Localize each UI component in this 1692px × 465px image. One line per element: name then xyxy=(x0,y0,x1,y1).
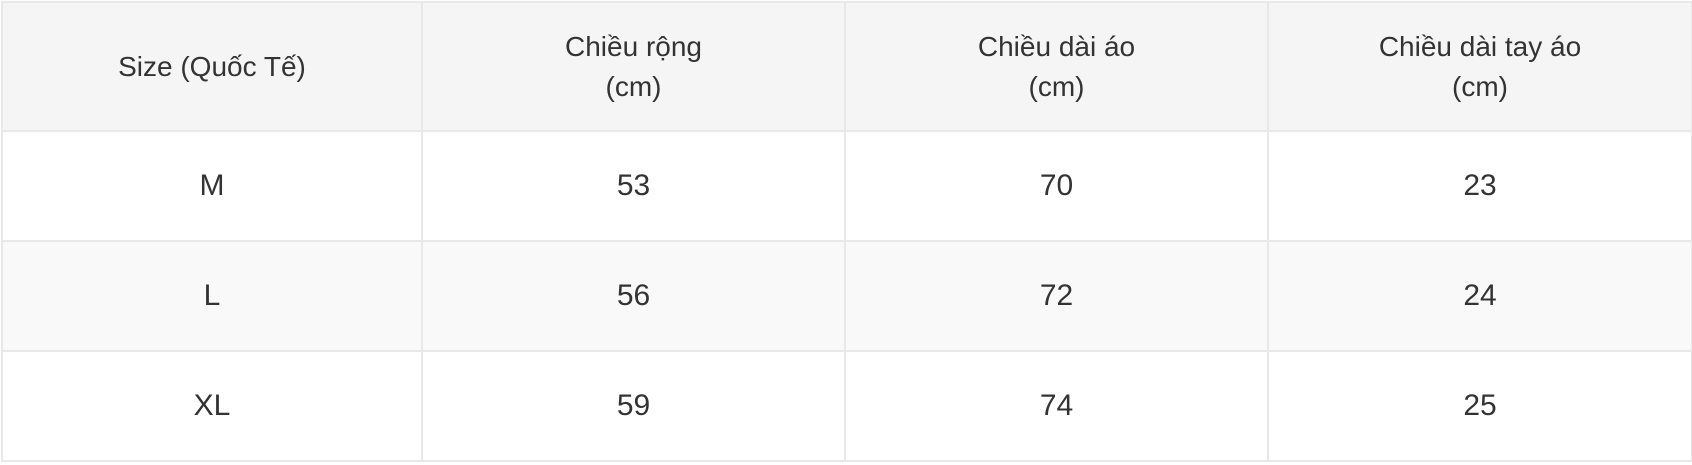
header-label: Size (Quốc Tế) xyxy=(118,50,306,82)
length-cell: 70 xyxy=(844,130,1269,242)
header-sleeve-length: Chiều dài tay áo (cm) xyxy=(1267,1,1692,132)
header-width: Chiều rộng (cm) xyxy=(421,1,846,132)
size-cell: XL xyxy=(1,350,423,462)
sleeve-cell: 24 xyxy=(1267,240,1692,352)
width-cell: 53 xyxy=(421,130,846,242)
header-shirt-length: Chiều dài áo (cm) xyxy=(844,1,1269,132)
length-cell: 74 xyxy=(844,350,1269,462)
sleeve-cell: 23 xyxy=(1267,130,1692,242)
length-cell: 72 xyxy=(844,240,1269,352)
size-cell: L xyxy=(1,240,423,352)
header-unit: (cm) xyxy=(1452,70,1508,102)
header-unit: (cm) xyxy=(605,70,662,102)
header-label: Chiều dài tay áo xyxy=(1378,30,1582,62)
table-body: M 53 70 23 L 56 72 24 XL 59 74 25 xyxy=(1,130,1692,462)
table-row: M 53 70 23 xyxy=(1,130,1692,242)
header-size-intl: Size (Quốc Tế) xyxy=(1,1,423,132)
width-cell: 56 xyxy=(421,240,846,352)
width-cell: 59 xyxy=(421,350,846,462)
table-row: L 56 72 24 xyxy=(1,240,1692,352)
header-label: Chiều dài áo xyxy=(977,30,1136,62)
header-row: Size (Quốc Tế) Chiều rộng (cm) Chiều dài… xyxy=(1,1,1692,132)
sleeve-cell: 25 xyxy=(1267,350,1692,462)
size-cell: M xyxy=(1,130,423,242)
table-header: Size (Quốc Tế) Chiều rộng (cm) Chiều dài… xyxy=(1,1,1692,132)
table-row: XL 59 74 25 xyxy=(1,350,1692,462)
header-unit: (cm) xyxy=(1028,70,1085,102)
header-label: Chiều rộng xyxy=(565,30,702,62)
